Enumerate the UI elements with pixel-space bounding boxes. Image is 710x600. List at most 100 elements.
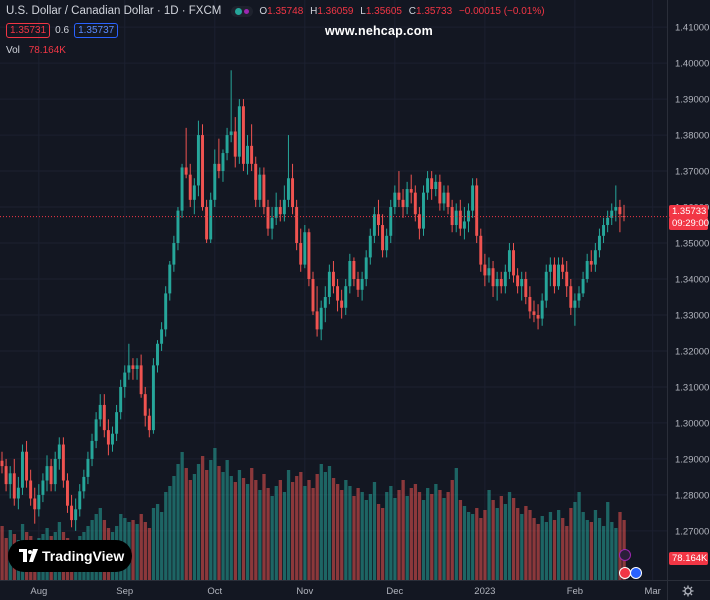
flag-icon[interactable] <box>630 567 642 579</box>
volume-bar <box>278 480 283 580</box>
candle-body <box>561 264 565 272</box>
candle-body <box>225 135 229 154</box>
candle-body <box>426 178 430 193</box>
volume-bar <box>417 492 422 580</box>
volume-bar <box>209 460 213 580</box>
candle <box>213 149 217 208</box>
volume-bar <box>372 482 377 580</box>
candle <box>82 469 86 499</box>
price-axis[interactable]: 1.410001.400001.390001.380001.370001.360… <box>675 23 709 538</box>
volume-bar <box>4 538 8 580</box>
candle <box>12 458 16 506</box>
candle-body <box>41 480 45 495</box>
volume-bar <box>196 464 201 580</box>
volume-bar <box>180 452 184 580</box>
candle-body <box>262 174 266 208</box>
candle <box>614 185 618 222</box>
volume-bar <box>241 478 246 580</box>
volume-bar <box>168 486 172 580</box>
volume-bar <box>184 468 188 580</box>
candle <box>544 264 548 308</box>
volume-bar <box>299 472 303 580</box>
price-tick-label: 1.39000 <box>675 95 709 106</box>
candle <box>262 167 266 215</box>
lightning-icon[interactable] <box>619 549 631 561</box>
volume-bar <box>487 490 491 580</box>
candle-body <box>589 261 593 265</box>
candle <box>217 138 221 179</box>
candle <box>377 199 380 236</box>
candle-body <box>573 300 577 308</box>
candle-body <box>106 430 110 445</box>
last-price-badge: 1.35733 <box>669 205 708 218</box>
time-tick-label: Feb <box>567 586 583 597</box>
volume-bar <box>229 476 233 580</box>
symbol-title[interactable]: U.S. Dollar / Canadian Dollar · 1D · FXC… <box>6 5 222 17</box>
candle <box>381 214 385 258</box>
candle <box>266 199 270 236</box>
candle-body <box>229 131 233 136</box>
candle <box>503 264 507 294</box>
candle-body <box>438 181 442 204</box>
volume-bar <box>532 518 536 580</box>
buy-button[interactable]: 1.35737 <box>74 23 119 38</box>
candle <box>119 379 123 420</box>
volume-bar <box>483 510 487 580</box>
candle <box>237 99 241 164</box>
volume-bar <box>290 482 295 580</box>
volume-bar <box>200 456 205 580</box>
volume-bar <box>172 476 176 580</box>
candle <box>147 408 151 438</box>
candle <box>602 217 606 244</box>
candle-body <box>614 207 618 211</box>
volume-bar <box>450 480 454 580</box>
candle-body <box>53 458 57 485</box>
volume-bar <box>327 466 332 580</box>
candle-body <box>29 480 33 499</box>
candle-body <box>282 199 286 215</box>
candle-body <box>274 207 278 218</box>
price-tick-label: 1.32000 <box>675 346 709 357</box>
volume-bar <box>471 514 475 580</box>
candle-body <box>221 153 225 172</box>
candle <box>524 271 528 305</box>
volume-bar <box>160 512 164 580</box>
candle-body <box>454 210 458 226</box>
volume-bar <box>131 520 135 580</box>
candle <box>540 293 544 326</box>
candle <box>561 257 565 279</box>
sell-button[interactable]: 1.35731 <box>6 23 51 38</box>
volume-bar <box>311 488 315 580</box>
volume-bar <box>352 496 356 580</box>
candle <box>37 484 41 517</box>
time-tick-label: Sep <box>116 586 133 597</box>
volume-bar <box>270 496 274 580</box>
candle <box>565 261 569 297</box>
candle-body <box>4 466 8 485</box>
volume-bar <box>466 512 471 580</box>
gear-icon[interactable] <box>682 585 694 597</box>
volume-bar <box>254 480 258 580</box>
time-axis[interactable]: Aug Sep Oct Nov Dec 2023 Feb Mar <box>30 586 660 597</box>
candle <box>16 476 20 510</box>
volume-bar <box>147 528 152 580</box>
candle-body <box>462 221 466 229</box>
volume-legend[interactable]: Vol 78.164K <box>6 45 66 56</box>
candle <box>499 271 503 294</box>
candle <box>348 253 352 294</box>
time-tick-label: Aug <box>30 586 47 597</box>
candle <box>389 199 393 244</box>
candle-body <box>401 199 405 208</box>
market-status[interactable] <box>231 5 254 17</box>
volume-bar <box>442 498 446 580</box>
volume-bar <box>381 508 385 580</box>
countdown-badge: 09:29:00 <box>669 217 709 230</box>
candle-body <box>250 145 254 164</box>
tradingview-logo[interactable]: TradingView <box>8 540 132 572</box>
candle <box>160 322 164 351</box>
candle <box>430 171 434 200</box>
candle-body <box>393 192 397 208</box>
candle <box>393 185 397 215</box>
candle <box>151 358 155 434</box>
